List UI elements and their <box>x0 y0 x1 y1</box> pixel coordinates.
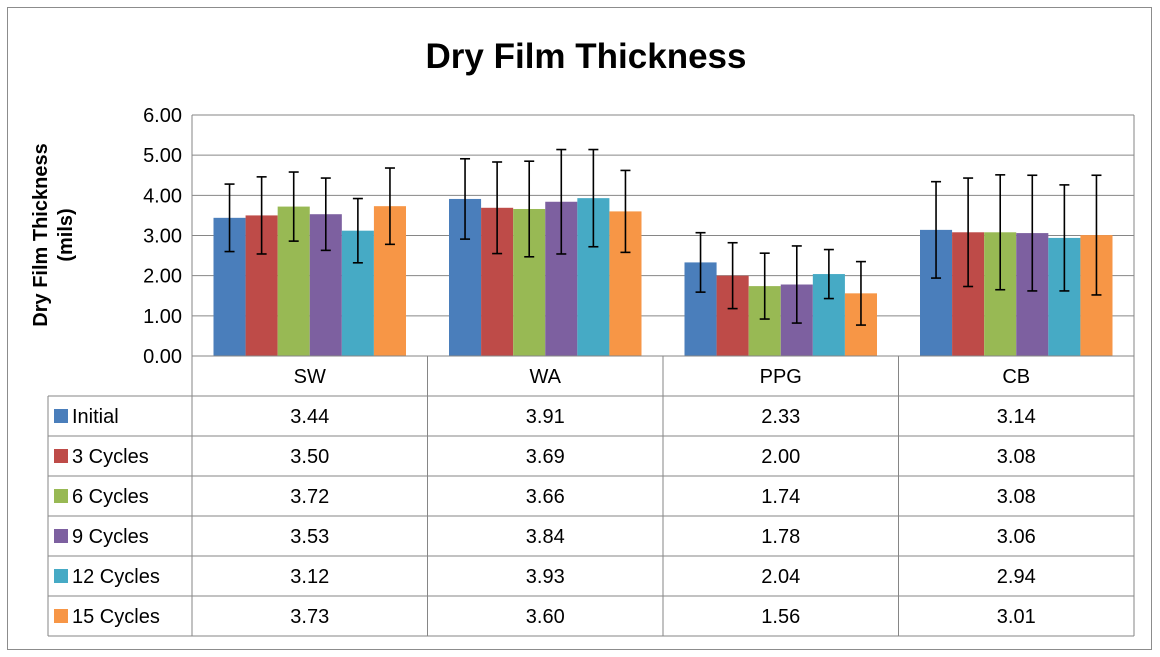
error-bar <box>320 177 331 252</box>
data-label: 3.53 <box>290 526 329 548</box>
error-bar <box>588 148 599 248</box>
y-tick-label: 6.00 <box>143 105 182 127</box>
error-bar <box>759 252 770 320</box>
error-bar <box>620 169 631 254</box>
x-tick-label: CB <box>1002 366 1030 388</box>
data-label: 3.12 <box>290 566 329 588</box>
legend-swatch <box>54 449 68 463</box>
x-tick-label: PPG <box>760 366 802 388</box>
data-label: 3.01 <box>997 606 1036 628</box>
legend-swatch <box>54 529 68 543</box>
error-bar <box>1091 174 1102 296</box>
error-bar <box>995 174 1006 291</box>
legend-label: 15 Cycles <box>72 606 160 628</box>
legend-label: 12 Cycles <box>72 566 160 588</box>
data-label: 2.04 <box>761 566 800 588</box>
data-label: 3.84 <box>526 526 565 548</box>
error-bar <box>791 245 802 324</box>
error-bar <box>931 180 942 279</box>
y-tick-label: 4.00 <box>143 185 182 207</box>
x-tick-label: WA <box>530 366 562 388</box>
error-bar <box>524 160 535 258</box>
error-bar <box>963 177 974 288</box>
bars <box>213 198 1113 356</box>
data-label: 3.93 <box>526 566 565 588</box>
y-tick-label: 5.00 <box>143 145 182 167</box>
data-label: 3.69 <box>526 446 565 468</box>
y-axis-label-line-2: (mils) <box>55 208 77 261</box>
legend-swatch <box>54 409 68 423</box>
y-tick-label: 0.00 <box>143 346 182 368</box>
data-table: SW WA PPG CB Initial 3.44 3.91 2.33 3.14 3 Cycles… <box>47 115 1135 637</box>
data-label: 3.60 <box>526 606 565 628</box>
chart-title: Dry Film Thickness <box>426 37 747 76</box>
legend-label: Initial <box>72 406 119 428</box>
error-bar <box>823 248 834 300</box>
data-label: 3.14 <box>997 406 1036 428</box>
data-label: 3.72 <box>290 486 329 508</box>
legend-swatch <box>54 569 68 583</box>
legend-swatch <box>54 489 68 503</box>
x-tick-label: SW <box>294 366 326 388</box>
error-bar <box>695 231 706 293</box>
legend-label: 9 Cycles <box>72 526 149 548</box>
y-tick-label: 1.00 <box>143 306 182 328</box>
y-tick-label: 3.00 <box>143 226 182 248</box>
data-label: 3.91 <box>526 406 565 428</box>
data-label: 2.33 <box>761 406 800 428</box>
data-label: 1.78 <box>761 526 800 548</box>
data-label: 3.08 <box>997 486 1036 508</box>
data-label: 3.66 <box>526 486 565 508</box>
data-label: 2.94 <box>997 566 1036 588</box>
error-bar <box>1059 184 1070 292</box>
data-label: 1.56 <box>761 606 800 628</box>
legend-swatch <box>54 609 68 623</box>
data-label: 2.00 <box>761 446 800 468</box>
error-bar <box>224 183 235 253</box>
data-label: 1.74 <box>761 486 800 508</box>
error-bars <box>224 148 1102 326</box>
error-bar <box>556 148 567 255</box>
error-bar <box>352 197 363 264</box>
data-label: 3.73 <box>290 606 329 628</box>
error-bar <box>492 161 503 255</box>
legend-label: 6 Cycles <box>72 486 149 508</box>
error-bar <box>256 176 267 255</box>
error-bar <box>384 167 395 246</box>
data-label: 3.44 <box>290 406 329 428</box>
error-bar <box>288 171 299 242</box>
error-bar <box>855 260 866 326</box>
error-bar <box>727 241 738 310</box>
error-bar <box>460 157 471 240</box>
legend-label: 3 Cycles <box>72 446 149 468</box>
data-label: 3.06 <box>997 526 1036 548</box>
y-tick-label: 2.00 <box>143 266 182 288</box>
y-axis-label-line-1: Dry Film Thickness <box>30 143 52 326</box>
data-label: 3.08 <box>997 446 1036 468</box>
y-axis-ticks: 0.00 1.00 2.00 3.00 4.00 5.00 6.00 <box>143 105 182 368</box>
error-bar <box>1027 174 1038 292</box>
data-label: 3.50 <box>290 446 329 468</box>
